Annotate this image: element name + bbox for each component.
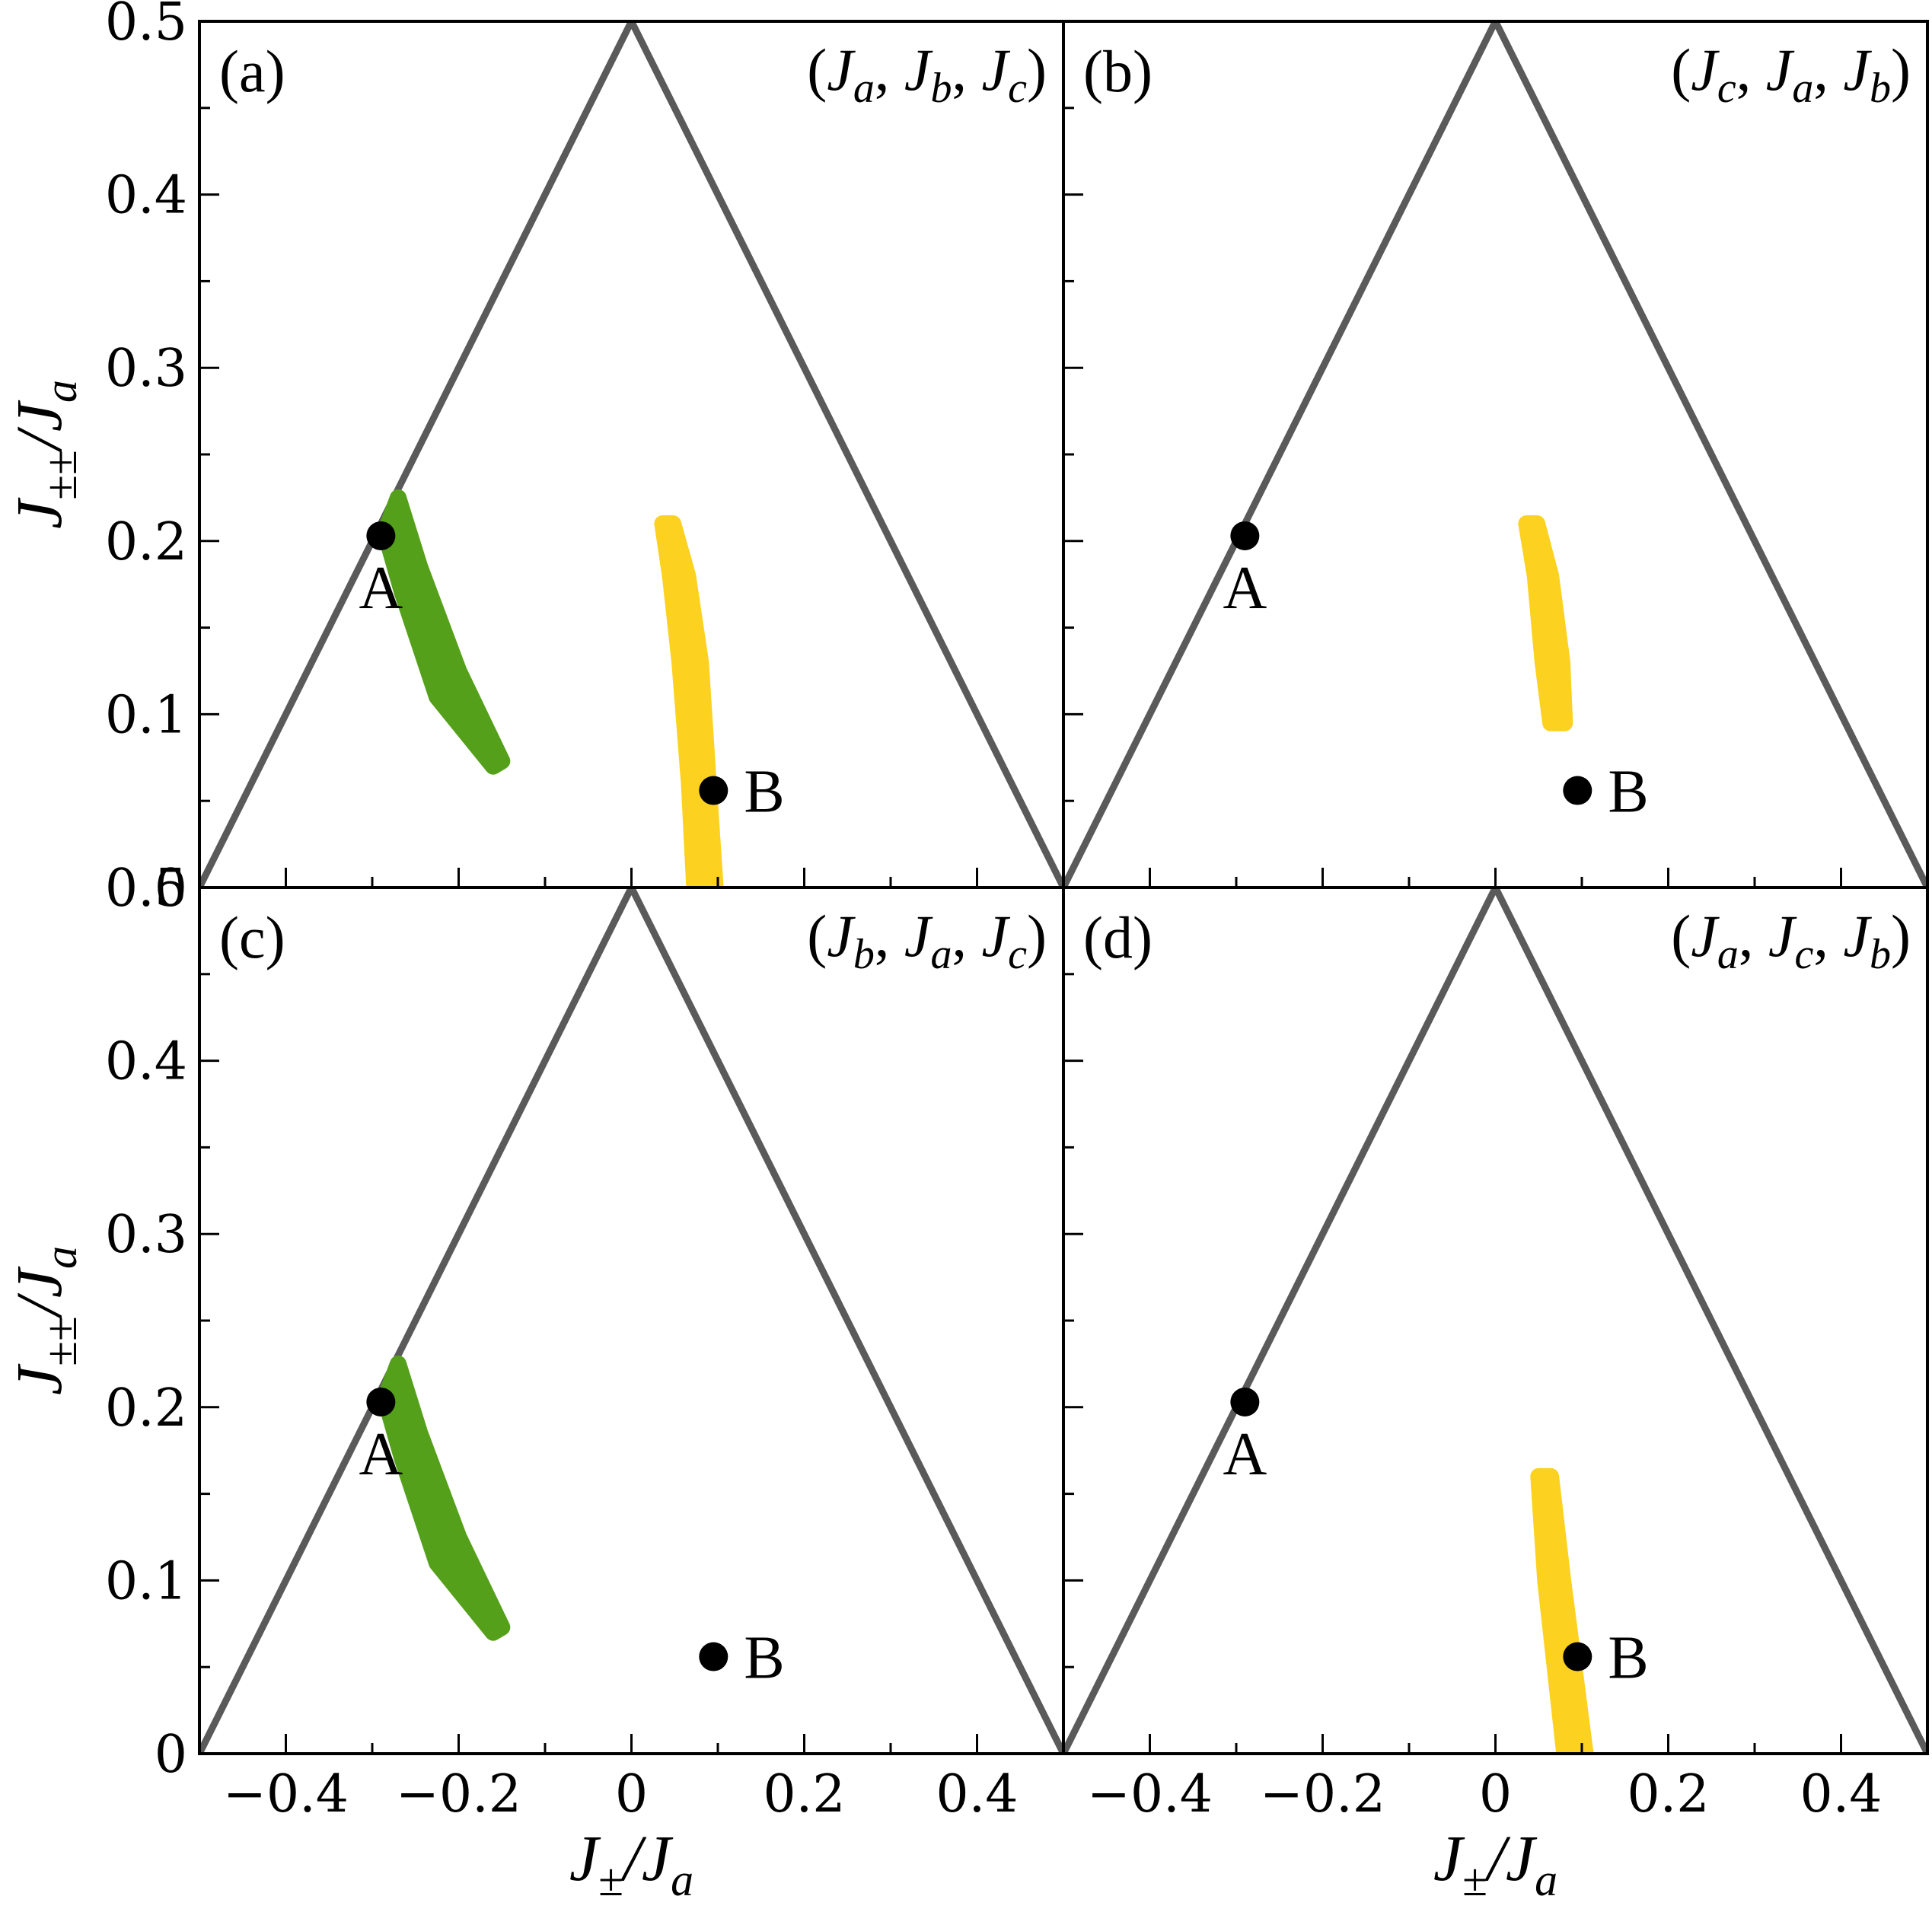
green-region	[377, 489, 511, 775]
point-label-a: A	[1223, 555, 1267, 622]
x-axis-label: J±/Ja	[569, 1821, 693, 1905]
point-label-b: B	[744, 759, 784, 826]
point-b	[699, 1642, 728, 1671]
point-label-b: B	[1608, 759, 1648, 826]
point-a	[1230, 521, 1260, 550]
x-tick-label: 0.4	[1800, 1764, 1882, 1824]
yellow-region	[1518, 515, 1573, 731]
x-tick-label: 0.2	[1627, 1764, 1709, 1824]
y-tick-label: 0.3	[105, 339, 187, 399]
panel-plot-area	[199, 21, 1063, 887]
panel-plot-area	[199, 887, 1063, 1754]
perm-label-a: (Ja, Jb, Jc)	[807, 37, 1047, 112]
y-tick-label: 0	[155, 1725, 187, 1785]
point-b	[1563, 1642, 1592, 1671]
y-axis-label: J±±/Ja	[2, 1246, 86, 1395]
panel-b: A B (b) (Jc, Ja, Jb)	[1062, 20, 1929, 889]
y-tick-label: 0.1	[105, 1551, 187, 1611]
point-a	[366, 1387, 396, 1416]
green-region	[377, 1355, 511, 1641]
point-label-a: A	[359, 555, 403, 622]
y-tick-label: 0.2	[105, 512, 187, 572]
ticks	[1062, 886, 1929, 1755]
x-tick-label: −0.2	[396, 1764, 521, 1824]
y-tick-label: 0.2	[105, 1378, 187, 1439]
y-tick-label: 0.4	[105, 166, 187, 226]
axes-text-layer: 00.10.20.30.40.500.10.20.30.40.5−0.4 −0.2…	[2, 0, 1883, 1905]
x-tick-label: −0.4	[1087, 1764, 1213, 1824]
x-tick-label: 0	[1479, 1764, 1512, 1824]
y-tick-label: 0.5	[105, 859, 187, 919]
ticks	[198, 886, 1065, 1755]
perm-label-c: (Jb, Ja, Jc)	[807, 903, 1047, 978]
x-tick-label: 0.4	[936, 1764, 1018, 1824]
yellow-region	[1530, 1467, 1594, 1754]
y-tick-label: 0.1	[105, 685, 187, 745]
panel-d: A B (d) (Ja, Jc, Jb)	[1062, 886, 1929, 1755]
yellow-region	[654, 515, 724, 887]
triangle-boundary	[1063, 21, 1927, 887]
perm-label-d: (Ja, Jc, Jb)	[1671, 903, 1911, 978]
point-a	[366, 521, 396, 550]
x-tick-label: −0.4	[223, 1764, 349, 1824]
x-tick-label: −0.2	[1260, 1764, 1385, 1824]
y-tick-label: 0.4	[105, 1032, 187, 1092]
triangle-boundary	[199, 21, 1063, 887]
y-tick-label: 0.3	[105, 1205, 187, 1265]
panel-frame	[198, 20, 1065, 889]
ticks	[1062, 20, 1929, 889]
panel-frame	[1062, 20, 1929, 889]
x-tick-label: 0	[615, 1764, 648, 1824]
point-label-b: B	[1608, 1625, 1648, 1692]
triangle-boundary	[1063, 887, 1927, 1754]
x-tick-label: 0.2	[763, 1764, 845, 1824]
panel-plot-area	[1063, 21, 1927, 887]
panel-frame	[1062, 886, 1929, 1755]
y-tick-label: 0	[155, 859, 187, 919]
y-axis-label: J±±/Ja	[2, 380, 86, 529]
ticks	[198, 20, 1065, 889]
perm-label-b: (Jc, Ja, Jb)	[1671, 37, 1911, 112]
panel-label-a: (a)	[219, 38, 285, 104]
x-axis-label: J±/Ja	[1433, 1821, 1557, 1905]
y-tick-label: 0.5	[105, 0, 187, 53]
point-label-b: B	[744, 1625, 784, 1692]
panel-label-d: (d)	[1083, 904, 1153, 970]
point-b	[1563, 776, 1592, 805]
panel-c: A B (c) (Jb, Ja, Jc)	[198, 886, 1065, 1755]
panel-frame	[198, 886, 1065, 1755]
point-label-a: A	[1223, 1421, 1267, 1488]
point-b	[699, 776, 728, 805]
panel-plot-area	[1063, 887, 1927, 1754]
panel-a: A B (a) (Ja, Jb, Jc)	[198, 20, 1065, 889]
point-label-a: A	[359, 1421, 403, 1488]
triangle-boundary	[199, 887, 1063, 1754]
panels-layer: A B (a) (Ja, Jb, Jc) A B (b) (Jc, Ja, Jb) A B (c) (…	[198, 20, 1929, 1755]
panel-label-b: (b)	[1083, 38, 1153, 104]
point-a	[1230, 1387, 1260, 1416]
panel-label-c: (c)	[219, 904, 285, 970]
